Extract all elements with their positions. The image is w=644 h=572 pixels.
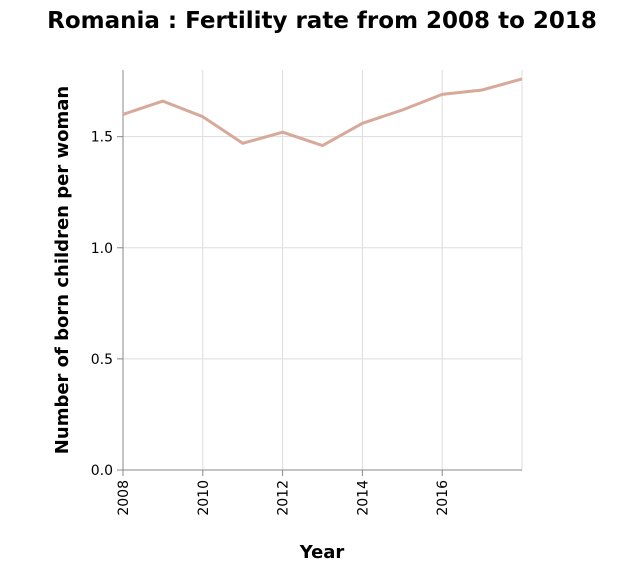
y-tick-label: 1.0 (91, 241, 113, 257)
x-tick-label: 2014 (355, 480, 371, 516)
y-tick-label: 1.5 (91, 130, 113, 146)
x-tick-label: 2008 (116, 480, 132, 516)
grid-lines (122, 70, 523, 471)
x-tick-label: 2016 (435, 480, 451, 516)
x-tick-label: 2010 (196, 480, 212, 516)
series-line (122, 77, 523, 148)
y-axis-title: Number of born children per woman (52, 86, 73, 454)
x-axis-title: Year (299, 542, 345, 563)
x-tick-label: 2012 (276, 480, 292, 516)
chart-title: Romania : Fertility rate from 2008 to 20… (47, 8, 597, 34)
axes (122, 70, 522, 471)
series-lines (122, 77, 523, 148)
y-tick-label: 0.0 (91, 463, 113, 479)
tick-labels: 0.0 0.5 1.0 1.5 2008 2010 2012 2014 2016 (91, 130, 451, 516)
y-tick-label: 0.5 (91, 352, 113, 368)
